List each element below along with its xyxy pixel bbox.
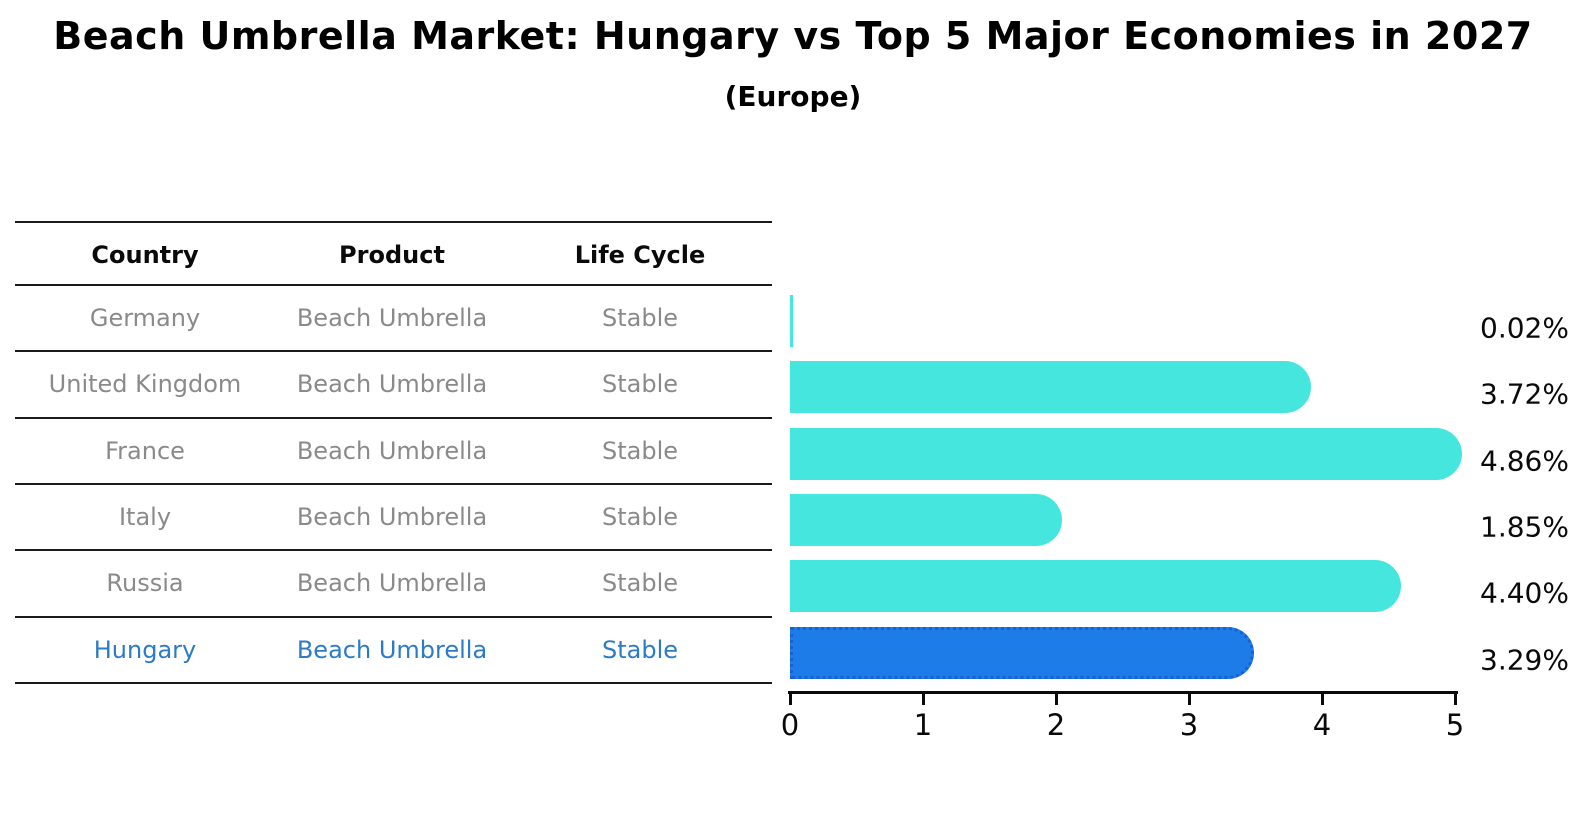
chart-title: Beach Umbrella Market: Hungary vs Top 5 …: [53, 14, 1533, 58]
product-cell: Beach Umbrella: [296, 370, 488, 399]
table-rule: [15, 615, 772, 618]
x-axis-tick-label: 2: [1046, 708, 1066, 742]
product-cell: Beach Umbrella: [296, 569, 488, 598]
country-cell: Hungary: [93, 635, 197, 664]
x-axis-spine: [788, 691, 1458, 694]
life-cycle-cell: Stable: [601, 304, 679, 333]
x-axis-tick-label: 1: [913, 708, 933, 742]
table-rule: [15, 549, 772, 552]
x-axis-tick: [1187, 691, 1191, 705]
country-cell: Germany: [89, 304, 201, 333]
table-header-life-cycle: Life Cycle: [574, 240, 706, 269]
value-label: 4.86%: [1480, 444, 1569, 478]
product-cell: Beach Umbrella: [296, 304, 488, 333]
bar-france: [790, 427, 1463, 480]
bar-united-kingdom: [790, 361, 1311, 414]
value-label: 0.02%: [1480, 311, 1569, 345]
table-rule: [15, 482, 772, 485]
value-label: 3.72%: [1480, 377, 1569, 411]
country-cell: France: [105, 436, 185, 465]
x-axis-tick-label: 3: [1179, 708, 1199, 742]
x-axis-tick-label: 4: [1312, 708, 1332, 742]
life-cycle-cell: Stable: [601, 436, 679, 465]
chart-subtitle: (Europe): [724, 80, 862, 113]
product-cell: Beach Umbrella: [296, 436, 488, 465]
country-cell: Italy: [118, 503, 172, 532]
value-label: 3.29%: [1480, 643, 1569, 677]
bar-italy: [790, 494, 1063, 547]
table-header-country: Country: [91, 240, 199, 269]
bar-highlight-hungary: [790, 626, 1254, 679]
product-cell: Beach Umbrella: [296, 635, 488, 664]
bar-germany: [790, 295, 793, 348]
table-rule: [15, 416, 772, 419]
life-cycle-cell: Stable: [601, 370, 679, 399]
x-axis-tick: [1453, 691, 1457, 705]
life-cycle-cell: Stable: [601, 503, 679, 532]
x-axis-tick: [1320, 691, 1324, 705]
table-rule: [15, 681, 772, 684]
table-rule: [15, 350, 772, 353]
x-axis-tick: [921, 691, 925, 705]
table-header-product: Product: [339, 240, 445, 269]
life-cycle-cell: Stable: [601, 635, 679, 664]
value-label: 1.85%: [1480, 510, 1569, 544]
value-label: 4.40%: [1480, 576, 1569, 610]
x-axis-tick: [788, 691, 792, 705]
product-cell: Beach Umbrella: [296, 503, 488, 532]
table-rule: [15, 221, 772, 223]
life-cycle-cell: Stable: [601, 569, 679, 598]
x-axis-tick-label: 5: [1445, 708, 1465, 742]
x-axis-tick: [1054, 691, 1058, 705]
bar-russia: [790, 560, 1402, 613]
table-rule: [15, 284, 772, 286]
country-cell: United Kingdom: [48, 370, 242, 399]
country-cell: Russia: [106, 569, 184, 598]
x-axis-tick-label: 0: [780, 708, 800, 742]
